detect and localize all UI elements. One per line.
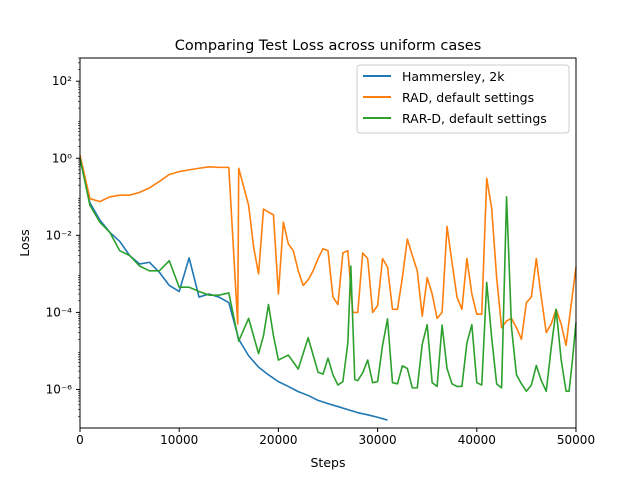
x-tick-label: 10000 bbox=[160, 433, 198, 447]
legend: Hammersley, 2k RAD, default settings RAR… bbox=[356, 64, 570, 134]
plot-frame bbox=[79, 57, 577, 429]
y-tick-label: 10⁰ bbox=[52, 151, 72, 165]
plot-lines bbox=[79, 155, 577, 421]
x-tick-label: 30000 bbox=[359, 433, 397, 447]
y-tick-label: 10⁻⁶ bbox=[46, 382, 73, 396]
x-axis-label: Steps bbox=[311, 455, 346, 470]
y-tick-label: 10⁻² bbox=[46, 228, 73, 242]
chart-title: Comparing Test Loss across uniform cases bbox=[175, 38, 482, 54]
axis-ticks: 0 10000 20000 30000 40000 50000 10⁻⁶ 10⁻⁴ 10⁻² 10… bbox=[46, 57, 595, 447]
x-tick-label: 50000 bbox=[557, 433, 595, 447]
y-tick-label: 10⁻⁴ bbox=[46, 305, 73, 319]
series-line-3 bbox=[79, 158, 577, 393]
y-axis-label: Loss bbox=[17, 229, 32, 256]
x-tick-label: 40000 bbox=[458, 433, 496, 447]
legend-label-rard: RAR-D, default settings bbox=[402, 111, 547, 126]
legend-label-rad: RAD, default settings bbox=[402, 90, 534, 105]
series-line-2 bbox=[79, 155, 577, 347]
legend-label-hammersley: Hammersley, 2k bbox=[402, 69, 505, 84]
x-tick-label: 20000 bbox=[259, 433, 297, 447]
x-tick-label: 0 bbox=[76, 433, 84, 447]
legend-frame bbox=[356, 64, 570, 134]
y-tick-label: 10² bbox=[52, 74, 72, 88]
